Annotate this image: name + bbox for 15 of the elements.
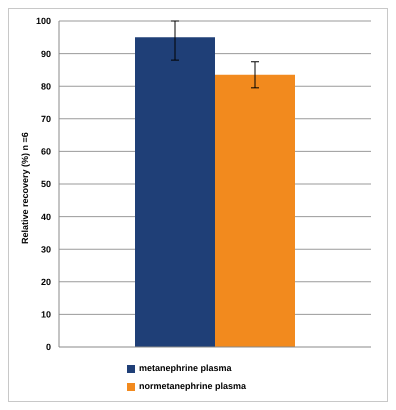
frame-border: metanephrine plasma normetanephrine plasma 0 10 20 30 40 50 60 70 80 90 100 Relative recovery (%) n =6: [8, 8, 388, 402]
y-axis-title: Relative recovery (%) n =6: [20, 132, 30, 244]
y-tick-label: 20: [40, 276, 51, 287]
y-tick-label: 100: [36, 16, 51, 26]
y-tick-label: 40: [40, 212, 51, 222]
y-tick-label: 80: [40, 81, 51, 92]
y-tick-label: 30: [40, 244, 51, 254]
y-tick-label: 70: [40, 114, 51, 124]
legend-label: normetanephrine plasma: [139, 381, 246, 391]
y-tick-label: 50: [40, 179, 51, 190]
y-tick-label: 0: [46, 342, 51, 352]
y-tick-label: 10: [40, 310, 51, 320]
legend-label: metanephrine plasma: [139, 363, 232, 373]
y-tick-label: 60: [40, 146, 51, 157]
y-tick-label: 90: [40, 48, 51, 59]
